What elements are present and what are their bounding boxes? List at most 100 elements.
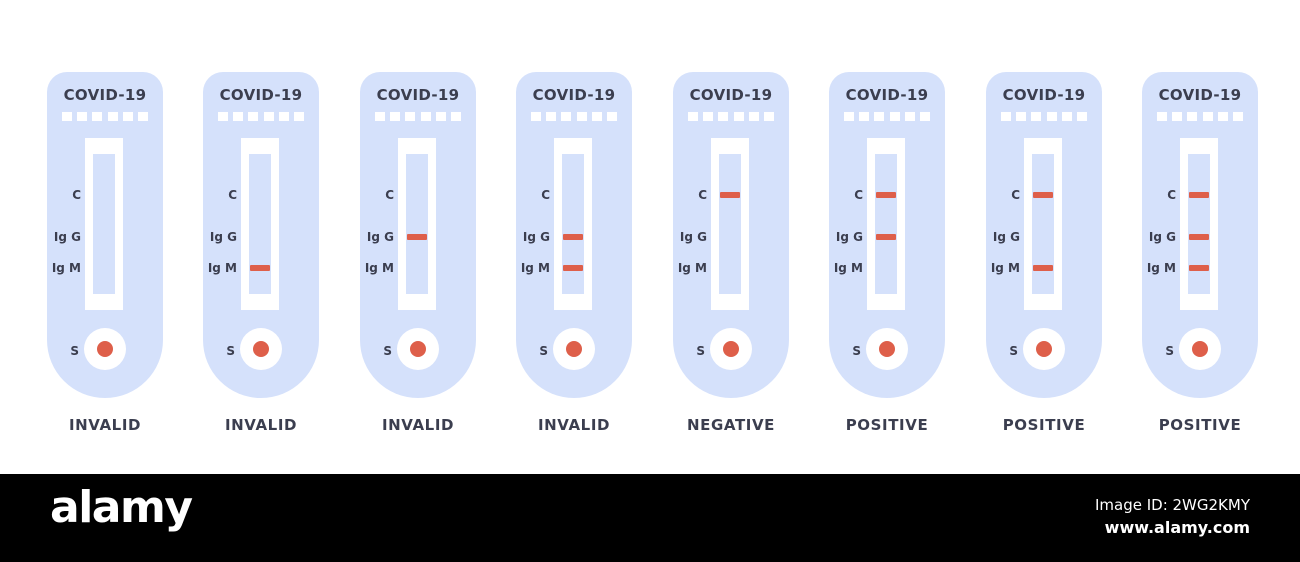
label-igg: Ig G: [992, 230, 1020, 244]
sample-dot-icon: [410, 341, 426, 357]
label-s: S: [1009, 344, 1018, 358]
test-strip: [1032, 154, 1054, 294]
cassette-dots: [688, 112, 774, 121]
band-c: [876, 192, 896, 198]
band-c: [720, 192, 740, 198]
band-igg: [563, 234, 583, 240]
cassette-dots: [375, 112, 461, 121]
sample-dot-icon: [1192, 341, 1208, 357]
label-igg: Ig G: [209, 230, 237, 244]
label-igm: Ig M: [364, 261, 394, 275]
label-c: C: [72, 188, 81, 202]
sample-dot-icon: [879, 341, 895, 357]
kit-title: COVID-19: [219, 86, 303, 104]
sample-dot-icon: [97, 341, 113, 357]
test-kit-3: COVID-19 C Ig G Ig M S: [360, 72, 476, 398]
cassette-dots: [531, 112, 617, 121]
label-igg: Ig G: [1148, 230, 1176, 244]
label-igm: Ig M: [207, 261, 237, 275]
kit-title: COVID-19: [63, 86, 147, 104]
label-igm: Ig M: [520, 261, 550, 275]
test-strip: [562, 154, 584, 294]
label-igm: Ig M: [677, 261, 707, 275]
label-s: S: [70, 344, 79, 358]
test-kit-8: COVID-19 C Ig G Ig M S: [1142, 72, 1258, 398]
band-igg: [1189, 234, 1209, 240]
watermark-footer: alamy Image ID: 2WG2KMY www.alamy.com: [0, 474, 1300, 562]
band-igm: [563, 265, 583, 271]
result-label-8: POSITIVE: [1158, 416, 1242, 434]
cassette-dots: [844, 112, 930, 121]
sample-well: [240, 328, 282, 370]
kit-title: COVID-19: [845, 86, 929, 104]
sample-well: [84, 328, 126, 370]
test-kit-5: COVID-19 C Ig G Ig M S: [673, 72, 789, 398]
band-igm: [1189, 265, 1209, 271]
alamy-logo: alamy: [50, 482, 193, 533]
label-igm: Ig M: [833, 261, 863, 275]
result-label-6: POSITIVE: [845, 416, 929, 434]
result-label-3: INVALID: [381, 416, 455, 434]
cassette-dots: [218, 112, 304, 121]
sample-well: [710, 328, 752, 370]
label-c: C: [228, 188, 237, 202]
label-igg: Ig G: [679, 230, 707, 244]
label-igm: Ig M: [990, 261, 1020, 275]
band-igm: [1033, 265, 1053, 271]
sample-well: [397, 328, 439, 370]
band-igg: [407, 234, 427, 240]
image-id: Image ID: 2WG2KMY: [1094, 496, 1250, 514]
test-kit-4: COVID-19 C Ig G Ig M S: [516, 72, 632, 398]
label-s: S: [539, 344, 548, 358]
label-igm: Ig M: [1146, 261, 1176, 275]
cassette-dots: [1157, 112, 1243, 121]
cassette-dots: [62, 112, 148, 121]
band-igm: [250, 265, 270, 271]
band-c: [1033, 192, 1053, 198]
cassette-dots: [1001, 112, 1087, 121]
sample-dot-icon: [253, 341, 269, 357]
result-label-1: INVALID: [68, 416, 142, 434]
sample-well: [1179, 328, 1221, 370]
kit-title: COVID-19: [1002, 86, 1086, 104]
label-c: C: [1011, 188, 1020, 202]
label-igg: Ig G: [366, 230, 394, 244]
illustration-canvas: COVID-19 C Ig G Ig M S INVALID COVID-19 …: [47, 72, 1258, 434]
test-kit-2: COVID-19 C Ig G Ig M S: [203, 72, 319, 398]
sample-well: [1023, 328, 1065, 370]
band-igg: [876, 234, 896, 240]
label-igg: Ig G: [522, 230, 550, 244]
label-s: S: [383, 344, 392, 358]
test-strip: [93, 154, 115, 294]
test-strip: [719, 154, 741, 294]
site-url: www.alamy.com: [1104, 518, 1250, 537]
label-s: S: [226, 344, 235, 358]
label-c: C: [541, 188, 550, 202]
label-c: C: [698, 188, 707, 202]
label-s: S: [852, 344, 861, 358]
test-strip: [1188, 154, 1210, 294]
result-label-5: NEGATIVE: [686, 416, 776, 434]
label-igg: Ig G: [53, 230, 81, 244]
result-label-2: INVALID: [224, 416, 298, 434]
kit-title: COVID-19: [689, 86, 773, 104]
test-kit-7: COVID-19 C Ig G Ig M S: [986, 72, 1102, 398]
kit-title: COVID-19: [532, 86, 616, 104]
label-igm: Ig M: [51, 261, 81, 275]
label-c: C: [1167, 188, 1176, 202]
sample-well: [553, 328, 595, 370]
result-label-4: INVALID: [537, 416, 611, 434]
label-s: S: [696, 344, 705, 358]
test-strip: [249, 154, 271, 294]
sample-dot-icon: [723, 341, 739, 357]
sample-dot-icon: [566, 341, 582, 357]
sample-dot-icon: [1036, 341, 1052, 357]
test-strip: [406, 154, 428, 294]
test-kit-6: COVID-19 C Ig G Ig M S: [829, 72, 945, 398]
band-c: [1189, 192, 1209, 198]
sample-well: [866, 328, 908, 370]
label-s: S: [1165, 344, 1174, 358]
label-igg: Ig G: [835, 230, 863, 244]
kit-title: COVID-19: [1158, 86, 1242, 104]
label-c: C: [385, 188, 394, 202]
